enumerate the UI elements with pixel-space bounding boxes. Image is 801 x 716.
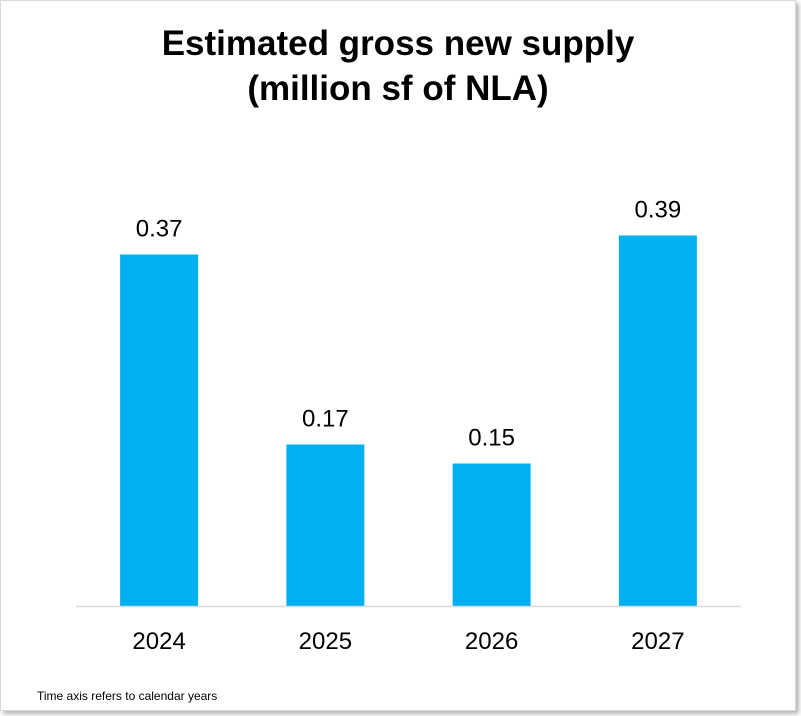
data-label-2025: 0.17	[302, 406, 349, 433]
bar-2027	[618, 235, 697, 606]
footnote: Time axis refers to calendar years	[37, 689, 218, 703]
bar-2025	[286, 444, 365, 606]
x-tick-label-2027: 2027	[631, 628, 684, 655]
x-tick-label-2024: 2024	[132, 628, 185, 655]
bar-2024	[120, 254, 199, 606]
data-labels-group: 0.37 0.17 0.15 0.39	[136, 197, 681, 452]
data-label-2027: 0.39	[635, 197, 682, 224]
x-tick-label-2026: 2026	[465, 628, 518, 655]
bar-2026	[452, 463, 531, 606]
chart-title-line-1: Estimated gross new supply	[161, 24, 635, 63]
chart-title: Estimated gross new supply (million sf o…	[1, 21, 795, 111]
data-label-2024: 0.37	[136, 216, 183, 243]
x-tick-labels-group: 2024 2025 2026 2027	[132, 628, 684, 655]
x-tick-label-2025: 2025	[299, 628, 352, 655]
bars-group	[120, 235, 697, 606]
data-label-2026: 0.15	[468, 425, 515, 452]
chart-title-line-2: (million sf of NLA)	[247, 69, 549, 108]
